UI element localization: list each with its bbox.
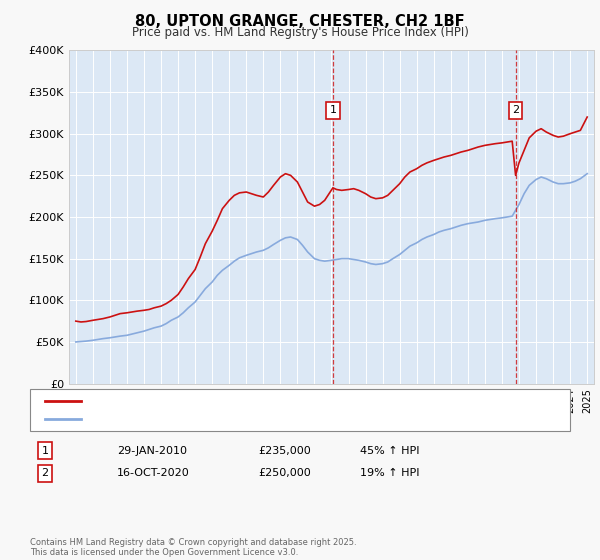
Text: 80, UPTON GRANGE, CHESTER, CH2 1BF (semi-detached house): 80, UPTON GRANGE, CHESTER, CH2 1BF (semi… [90,396,423,406]
Text: 45% ↑ HPI: 45% ↑ HPI [360,446,419,456]
Text: 2: 2 [41,468,49,478]
Text: Price paid vs. HM Land Registry's House Price Index (HPI): Price paid vs. HM Land Registry's House … [131,26,469,39]
Text: Contains HM Land Registry data © Crown copyright and database right 2025.
This d: Contains HM Land Registry data © Crown c… [30,538,356,557]
Text: HPI: Average price, semi-detached house, Cheshire West and Chester: HPI: Average price, semi-detached house,… [90,414,454,424]
Text: 19% ↑ HPI: 19% ↑ HPI [360,468,419,478]
Text: 80, UPTON GRANGE, CHESTER, CH2 1BF: 80, UPTON GRANGE, CHESTER, CH2 1BF [135,14,465,29]
Text: 2: 2 [512,105,519,115]
Text: £235,000: £235,000 [258,446,311,456]
Text: 16-OCT-2020: 16-OCT-2020 [117,468,190,478]
Text: £250,000: £250,000 [258,468,311,478]
Text: 29-JAN-2010: 29-JAN-2010 [117,446,187,456]
Text: 1: 1 [329,105,337,115]
Text: 1: 1 [41,446,49,456]
